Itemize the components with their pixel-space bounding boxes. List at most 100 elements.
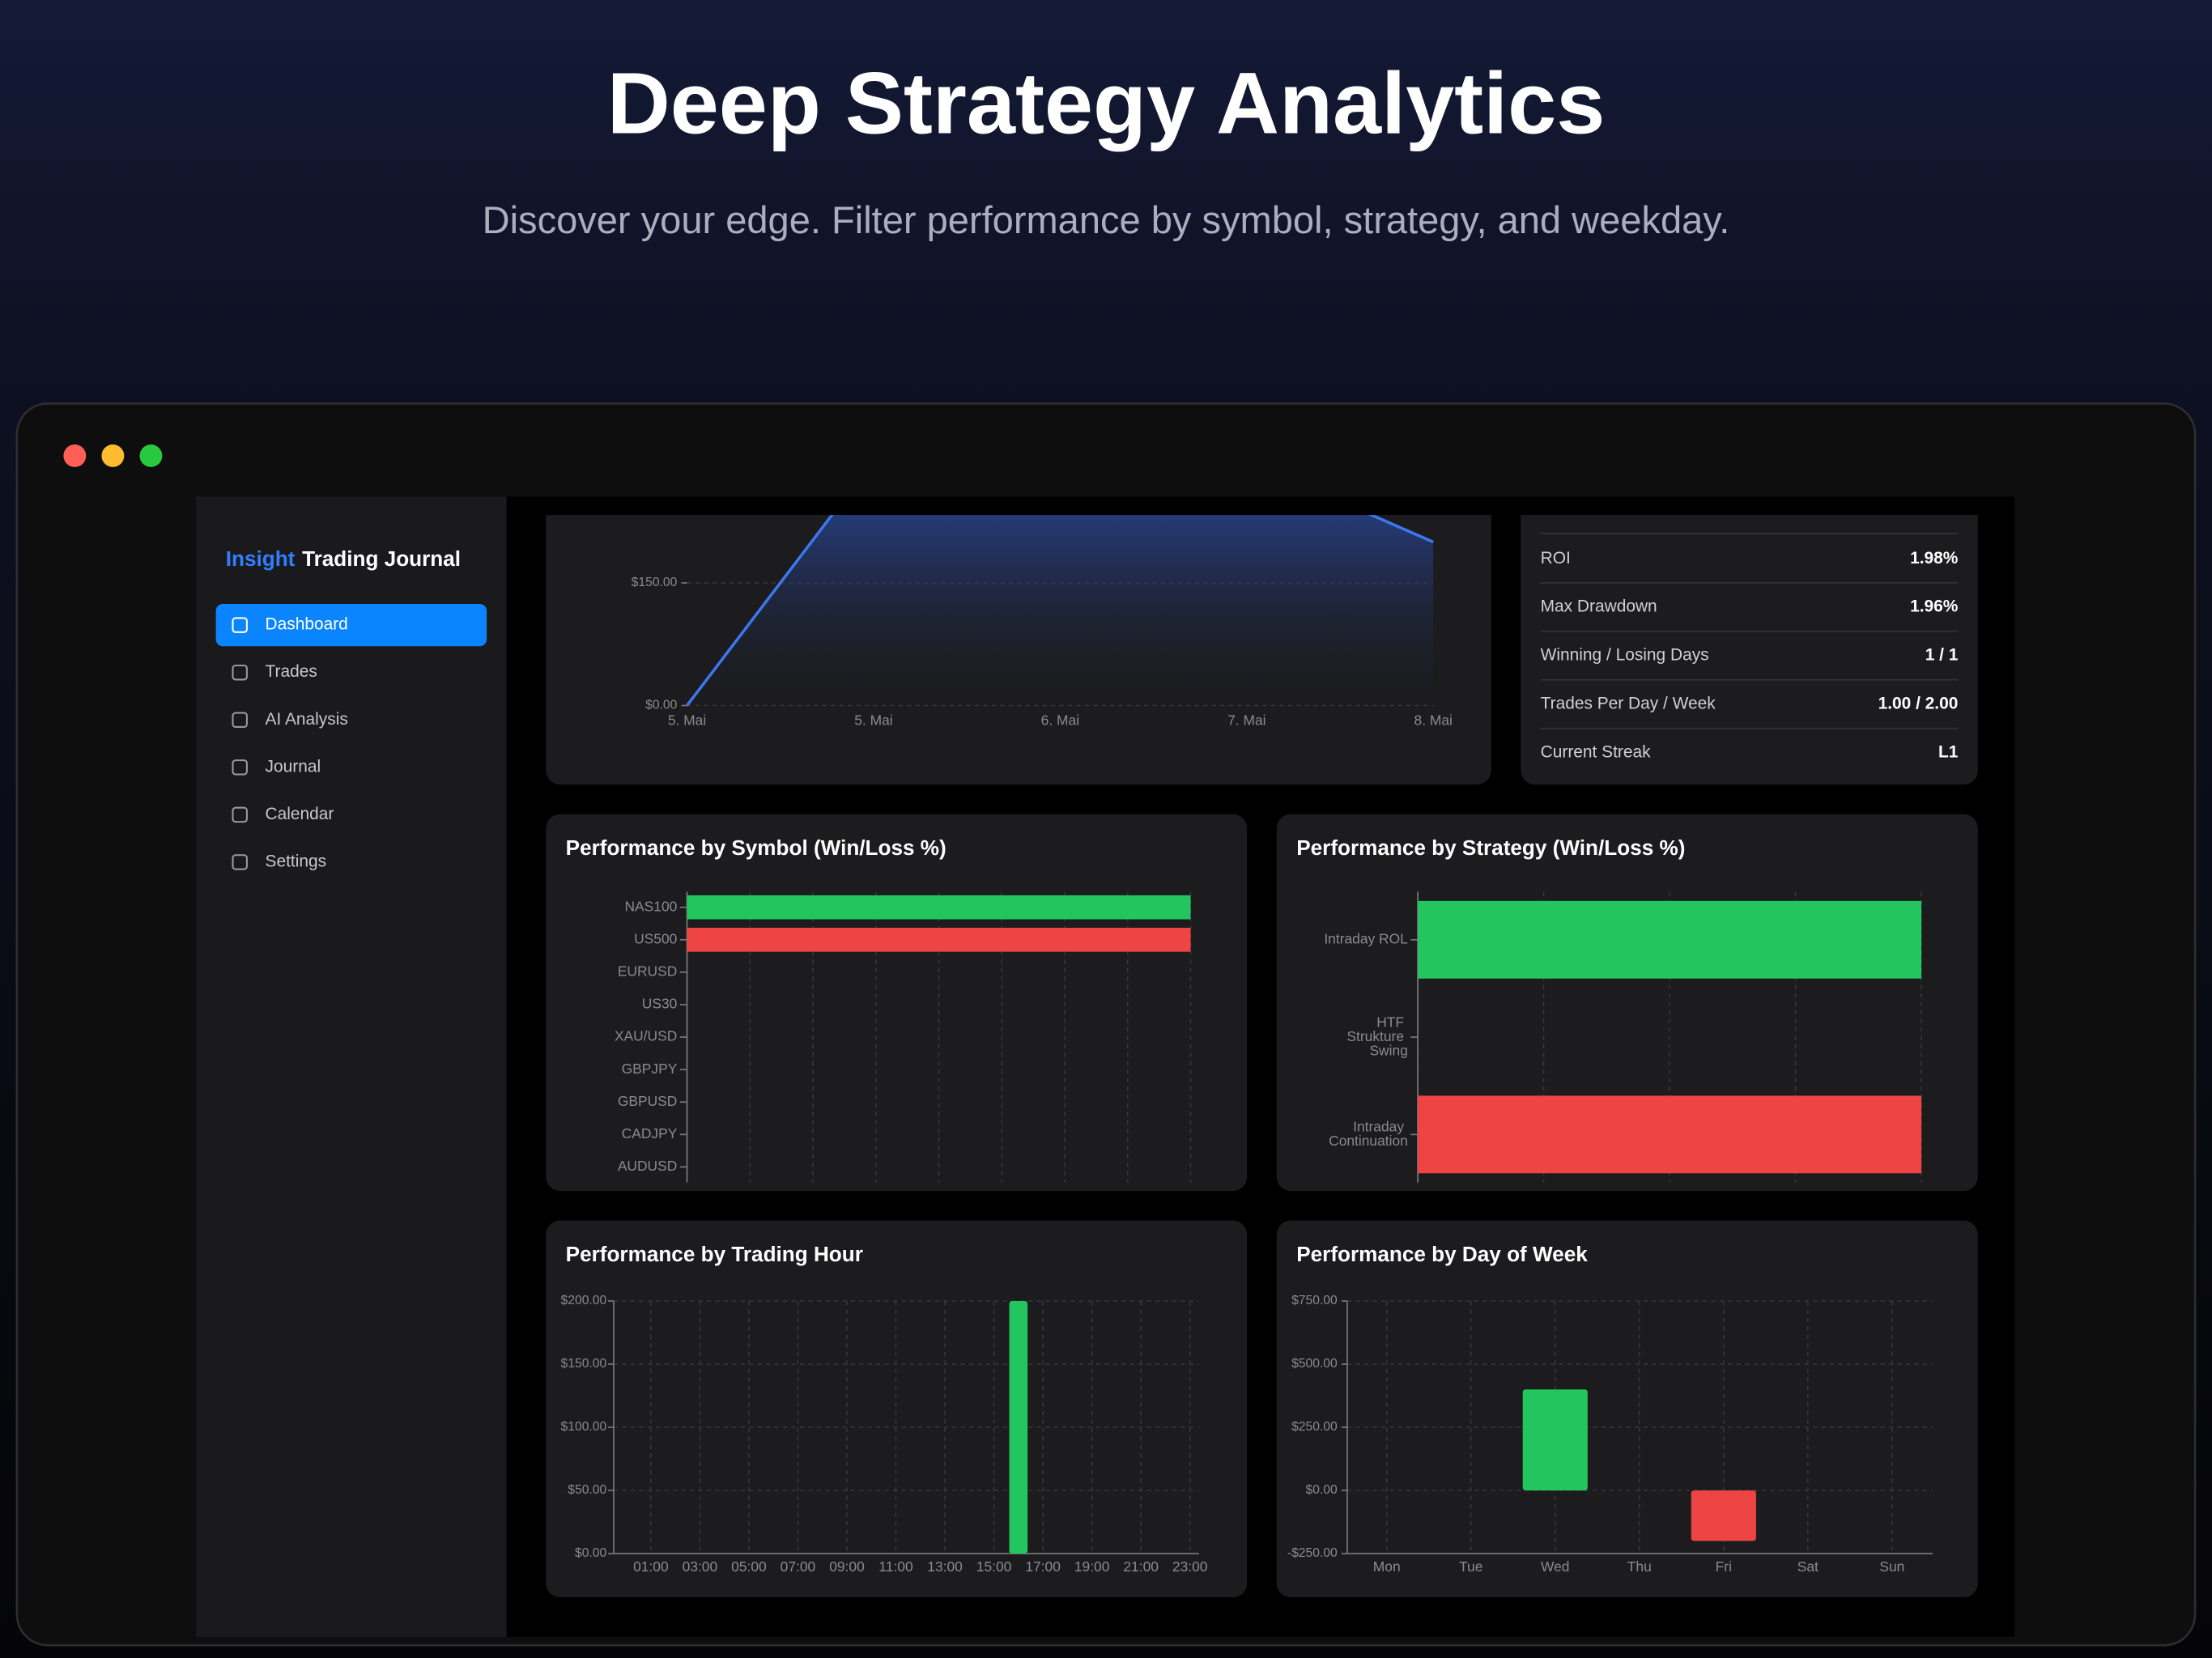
nav-item[interactable]: Dashboard bbox=[215, 603, 487, 647]
x-tick-label: 19:00 bbox=[1074, 1558, 1110, 1575]
bar bbox=[1522, 1389, 1588, 1491]
x-tick-label: 01:00 bbox=[633, 1558, 669, 1575]
chart-title: Performance by Day of Week bbox=[1296, 1242, 1588, 1266]
nav-icon bbox=[232, 806, 248, 823]
nav-icon bbox=[232, 664, 248, 681]
x-tick-label: Mon bbox=[1373, 1558, 1401, 1575]
y-tick-label: $50.00 bbox=[568, 1483, 606, 1497]
y-tick-label: AUDUSD bbox=[618, 1158, 678, 1174]
bar bbox=[687, 895, 1191, 920]
stat-value: 1.96% bbox=[1910, 597, 1959, 616]
nav-label: AI Analysis bbox=[266, 710, 348, 729]
y-tick-label: $0.00 bbox=[1306, 1483, 1338, 1497]
y-tick-label: EURUSD bbox=[618, 963, 678, 980]
nav-label: Settings bbox=[266, 852, 327, 870]
y-tick-label: Intraday Continuation bbox=[1329, 1118, 1408, 1148]
y-tick-label: $100.00 bbox=[561, 1420, 607, 1434]
label-line: Intraday bbox=[1353, 1118, 1408, 1134]
stat-value: 1.98% bbox=[1910, 549, 1959, 568]
x-tick-label: 21:00 bbox=[1123, 1558, 1159, 1575]
nav-label: Journal bbox=[266, 757, 321, 776]
stat-label: Trades Per Day / Week bbox=[1541, 695, 1716, 713]
x-tick-label: Sat bbox=[1797, 1558, 1819, 1575]
charts: ROI 1.98% Max Drawdown 1.96% Winning / Losin… bbox=[561, 515, 1959, 1575]
x-tick-label: 07:00 bbox=[781, 1558, 816, 1575]
hour-panel bbox=[546, 1220, 1248, 1598]
label-line: Continuation bbox=[1329, 1133, 1408, 1149]
y-tick-label: GBPJPY bbox=[622, 1061, 678, 1077]
stat-value: 1.00 / 2.00 bbox=[1878, 695, 1959, 713]
nav-icon bbox=[232, 854, 248, 870]
x-tick-label: 5. Mai bbox=[668, 712, 706, 728]
y-tick-label: -$250.00 bbox=[1287, 1546, 1338, 1560]
y-tick-label: XAU/USD bbox=[615, 1028, 677, 1044]
bar bbox=[1691, 1490, 1756, 1541]
y-tick-label: CADJPY bbox=[622, 1125, 678, 1141]
label-line: Swing bbox=[1369, 1042, 1407, 1058]
nav-highlight bbox=[215, 603, 487, 647]
x-tick-label: 09:00 bbox=[829, 1558, 865, 1575]
y-tick-label: $500.00 bbox=[1291, 1357, 1338, 1371]
nav-item[interactable]: Trades bbox=[232, 662, 317, 681]
area bbox=[687, 515, 1434, 706]
y-tick-label: $250.00 bbox=[1291, 1420, 1338, 1434]
y-tick-label: US500 bbox=[634, 930, 677, 946]
x-tick-label: Wed bbox=[1541, 1558, 1569, 1575]
stat-label: Current Streak bbox=[1541, 743, 1651, 762]
chart-title: Performance by Trading Hour bbox=[566, 1242, 863, 1266]
nav-item[interactable]: Journal bbox=[232, 757, 321, 776]
nav-label: Trades bbox=[266, 662, 317, 681]
x-tick-label: 23:00 bbox=[1172, 1558, 1208, 1575]
y-tick-label: NAS100 bbox=[624, 898, 677, 914]
label-line: HTF bbox=[1376, 1014, 1408, 1030]
bar bbox=[1009, 1301, 1028, 1554]
x-tick-label: Tue bbox=[1459, 1558, 1482, 1575]
sidebar bbox=[196, 496, 507, 1637]
y-tick-label: $150.00 bbox=[561, 1357, 607, 1371]
hero-title: Deep Strategy Analytics bbox=[607, 53, 1606, 151]
y-tick-label: US30 bbox=[642, 996, 678, 1012]
x-tick-label: 13:00 bbox=[927, 1558, 963, 1575]
nav-icon bbox=[232, 759, 248, 776]
x-tick-label: 8. Mai bbox=[1414, 712, 1453, 728]
nav-item[interactable]: AI Analysis bbox=[232, 710, 348, 729]
y-tick-label: $0.00 bbox=[645, 699, 677, 712]
y-tick-label: GBPUSD bbox=[618, 1093, 678, 1109]
nav-icon bbox=[232, 617, 248, 633]
stat-value: L1 bbox=[1938, 743, 1959, 762]
y-tick-label: Intraday ROL bbox=[1324, 930, 1408, 946]
nav-icon bbox=[232, 712, 248, 729]
brand-accent: Insight bbox=[226, 546, 296, 571]
maximize-button[interactable] bbox=[139, 444, 163, 467]
x-tick-label: 03:00 bbox=[683, 1558, 718, 1575]
x-tick-label: 7. Mai bbox=[1227, 712, 1266, 728]
brand-name: Trading Journal bbox=[302, 546, 461, 571]
nav-label: Calendar bbox=[266, 805, 334, 823]
x-tick-label: Thu bbox=[1627, 1558, 1652, 1575]
stat-value: 1 / 1 bbox=[1925, 646, 1959, 665]
x-tick-label: Sun bbox=[1879, 1558, 1904, 1575]
line bbox=[686, 515, 1434, 707]
brand: Insight Trading Journal bbox=[226, 546, 461, 571]
y-tick-label: $0.00 bbox=[575, 1546, 606, 1560]
nav-item[interactable]: Calendar bbox=[232, 805, 334, 823]
bar bbox=[687, 928, 1191, 952]
y-tick-label: $200.00 bbox=[561, 1294, 607, 1307]
x-tick-label: 6. Mai bbox=[1041, 712, 1079, 728]
close-button[interactable] bbox=[63, 444, 87, 467]
chart-title: Performance by Symbol (Win/Loss %) bbox=[566, 835, 946, 860]
nav-label: Dashboard bbox=[266, 615, 348, 634]
bar bbox=[1418, 1095, 1922, 1174]
x-tick-label: 11:00 bbox=[878, 1558, 912, 1575]
stat-label: Max Drawdown bbox=[1541, 597, 1657, 616]
hero-subtitle: Discover your edge. Filter performance b… bbox=[483, 198, 1730, 241]
bar bbox=[1418, 900, 1922, 979]
minimize-button[interactable] bbox=[101, 444, 125, 467]
stat-label: Winning / Losing Days bbox=[1541, 646, 1709, 665]
nav-item[interactable]: Settings bbox=[232, 852, 326, 870]
y-tick-label: HTF Strukture Swing bbox=[1346, 1014, 1407, 1058]
weekday-panel bbox=[1276, 1220, 1978, 1598]
x-tick-label: Fri bbox=[1716, 1558, 1732, 1575]
